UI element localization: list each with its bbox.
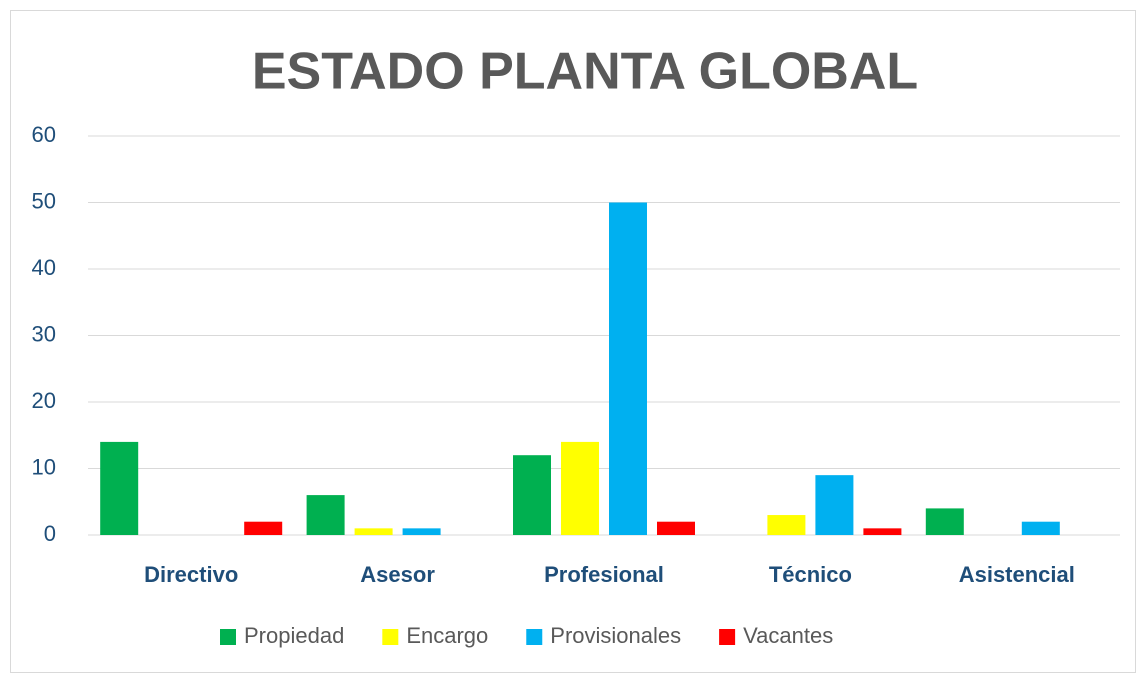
bar — [815, 475, 854, 535]
bar — [657, 521, 695, 535]
y-tick-label: 50 — [32, 188, 56, 213]
x-tick-label: Asesor — [360, 562, 435, 587]
y-tick-label: 30 — [32, 321, 56, 346]
bar — [402, 528, 441, 535]
bar — [925, 508, 964, 535]
x-tick-label: Técnico — [769, 562, 852, 587]
bar — [1021, 521, 1060, 535]
x-tick-label: Asistencial — [959, 562, 1075, 587]
bar — [863, 528, 902, 535]
legend-swatch — [719, 629, 736, 645]
legend-swatch — [382, 629, 399, 645]
y-tick-label: 0 — [44, 521, 56, 546]
x-tick-label: Profesional — [544, 562, 664, 587]
y-tick-label: 20 — [32, 388, 56, 413]
legend-swatch — [526, 629, 543, 645]
bar — [767, 515, 806, 535]
bar — [561, 441, 599, 535]
chart-frame — [10, 10, 1136, 673]
bar — [513, 455, 551, 535]
legend-label: Provisionales — [550, 623, 681, 648]
bar — [306, 495, 345, 535]
y-tick-label: 60 — [32, 122, 56, 147]
bar — [100, 441, 139, 535]
y-tick-label: 40 — [32, 255, 56, 280]
legend-swatch — [220, 629, 236, 645]
legend-label: Encargo — [406, 623, 488, 648]
chart-title: ESTADO PLANTA GLOBAL — [252, 43, 918, 101]
legend-label: Propiedad — [244, 623, 344, 648]
bar — [244, 521, 283, 535]
legend-label: Vacantes — [743, 623, 833, 648]
y-tick-label: 10 — [32, 454, 56, 479]
x-tick-label: Directivo — [144, 562, 238, 587]
bar — [609, 202, 647, 535]
bar — [354, 528, 393, 535]
